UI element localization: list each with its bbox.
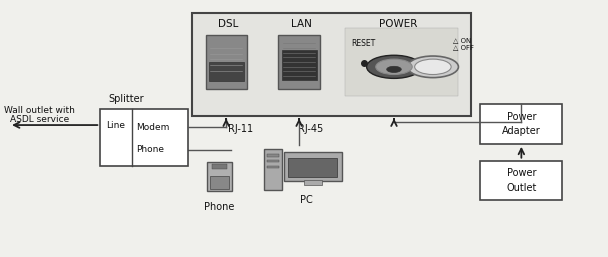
- Bar: [284, 152, 342, 181]
- Bar: [206, 35, 247, 89]
- Bar: [288, 158, 337, 177]
- Text: RJ-45: RJ-45: [298, 124, 323, 133]
- Bar: [210, 176, 229, 189]
- Bar: [267, 166, 279, 168]
- Bar: [207, 162, 232, 191]
- Text: △ OFF: △ OFF: [453, 44, 474, 51]
- Text: Outlet: Outlet: [506, 183, 536, 193]
- Text: Phone: Phone: [204, 202, 235, 212]
- Bar: [212, 164, 227, 169]
- Text: Modem: Modem: [136, 123, 170, 132]
- Bar: [480, 161, 562, 200]
- Text: Splitter: Splitter: [109, 94, 144, 104]
- Bar: [192, 13, 471, 116]
- Text: RESET: RESET: [351, 39, 376, 48]
- Circle shape: [415, 59, 451, 75]
- Bar: [267, 154, 279, 157]
- Bar: [304, 180, 322, 185]
- Text: △ ON: △ ON: [453, 37, 471, 43]
- Circle shape: [407, 56, 458, 78]
- Text: Adapter: Adapter: [502, 126, 541, 136]
- Bar: [278, 35, 320, 89]
- Bar: [480, 104, 562, 144]
- Bar: [282, 50, 317, 80]
- Bar: [345, 28, 458, 96]
- Bar: [264, 149, 282, 190]
- Text: LAN: LAN: [291, 20, 311, 29]
- Text: ASDL service: ASDL service: [10, 115, 69, 124]
- Text: Power: Power: [506, 168, 536, 178]
- Text: DSL: DSL: [218, 20, 238, 29]
- Bar: [209, 62, 244, 81]
- Text: Phone: Phone: [136, 145, 164, 154]
- Text: Power: Power: [506, 112, 536, 122]
- Bar: [100, 109, 188, 166]
- Circle shape: [387, 66, 401, 72]
- Circle shape: [376, 59, 412, 75]
- Bar: [267, 160, 279, 162]
- Text: RJ-11: RJ-11: [228, 124, 253, 133]
- Circle shape: [367, 55, 421, 78]
- Text: Wall outlet with: Wall outlet with: [4, 106, 75, 115]
- Text: Line: Line: [106, 121, 125, 130]
- Text: POWER: POWER: [379, 20, 418, 29]
- Text: PC: PC: [300, 195, 313, 205]
